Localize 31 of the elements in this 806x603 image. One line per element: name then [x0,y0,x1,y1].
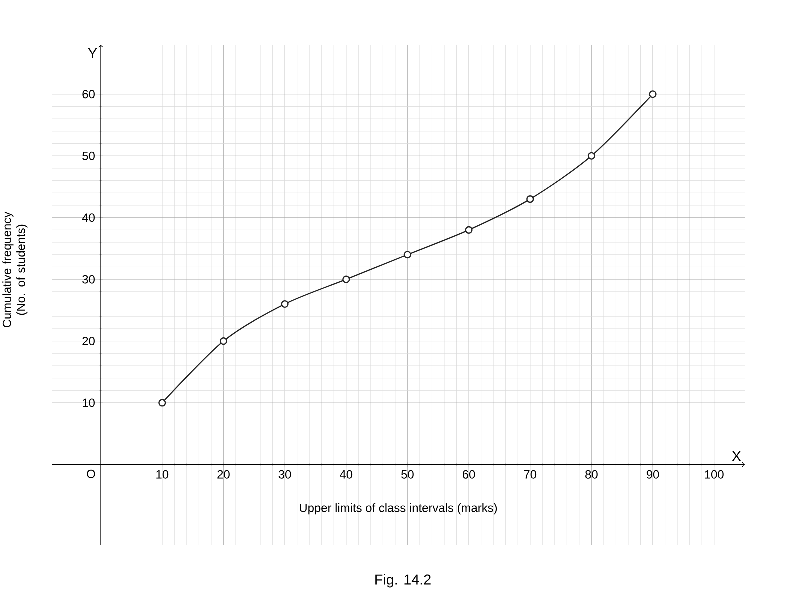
x-tick-label: 70 [524,470,537,479]
x-axis-title: Upper limits of class intervals (marks) [300,504,498,515]
x-tick-label: 60 [462,470,476,479]
x-tick-label: 30 [278,470,292,479]
x-tick-label: 100 [705,470,724,479]
x-tick-label: 10 [156,470,169,479]
x-tick-label: 50 [402,470,414,479]
annotation: Y [88,48,98,58]
y-tick-label: 50 [82,152,95,160]
point [281,300,289,308]
point [342,276,350,284]
point [526,196,534,204]
y-tick-label: 40 [82,214,95,222]
x-tick-label: 40 [340,470,353,479]
point [588,152,596,160]
point [649,90,657,98]
point [220,338,228,346]
y-tick-label: 30 [82,275,95,284]
caption: Fig. 14.2 [376,574,431,588]
y-axis-title: Cumulative frequency (No. of students) [2,212,28,328]
x-tick-label: 80 [586,470,598,479]
x-tick-label: 90 [646,470,660,479]
point [465,226,473,234]
y-tick-label: 20 [82,337,95,346]
annotation: X [732,451,742,462]
point [158,399,166,407]
y-tick-label: 10 [83,398,95,408]
point [404,251,412,259]
y-tick-label: 60 [82,90,95,99]
x-tick-label: 20 [218,470,230,479]
annotation: O [87,470,96,478]
